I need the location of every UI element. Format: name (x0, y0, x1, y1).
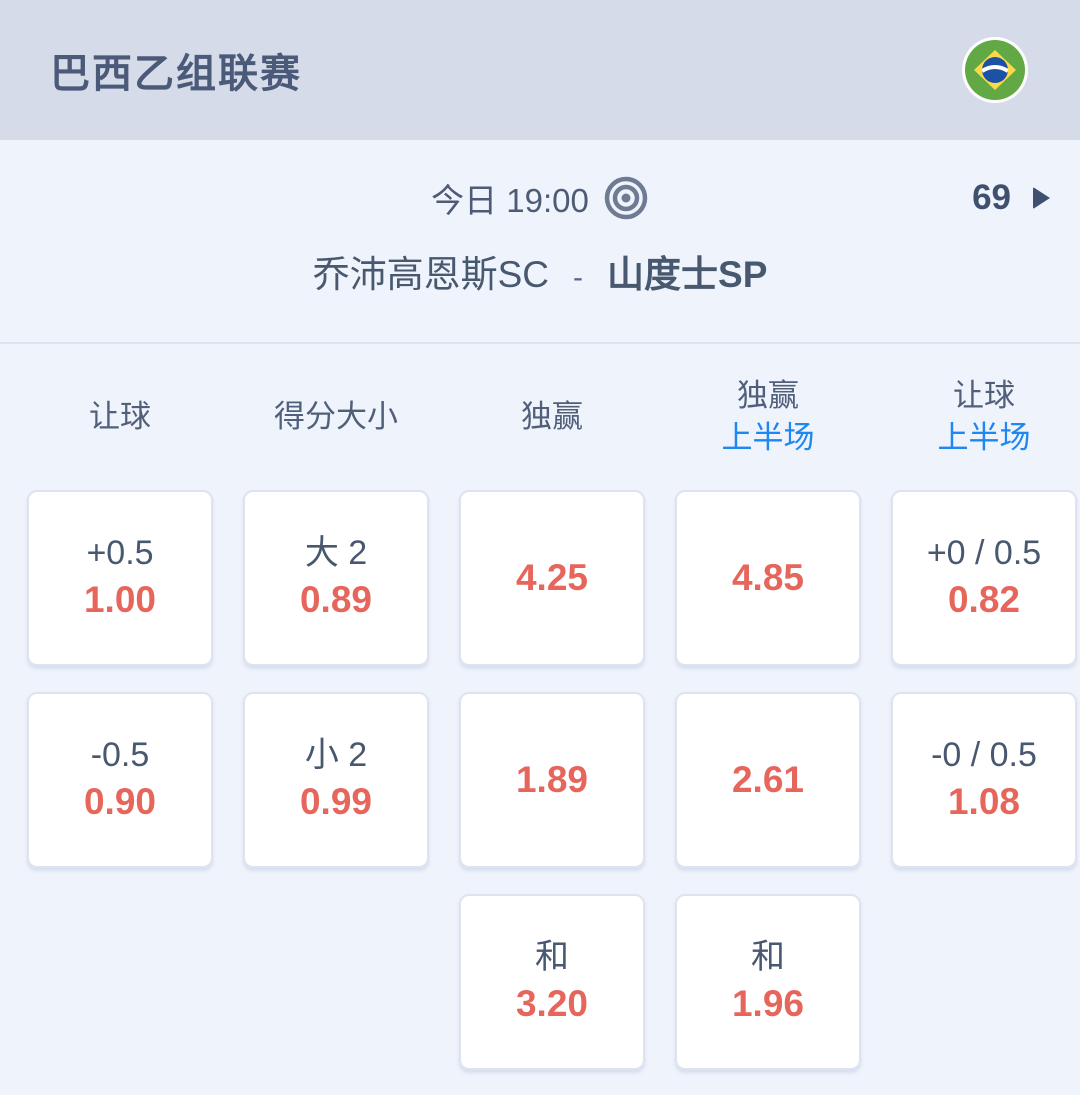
odds-value: 0.90 (83, 781, 156, 823)
odds-cell-win-away[interactable]: 1.89 (459, 692, 645, 868)
market-count: 69 (972, 178, 1011, 217)
home-team-name: 乔沛高恩斯SC (312, 254, 550, 295)
odds-label: 大 2 (304, 534, 368, 573)
odds-value: 1.08 (947, 781, 1020, 823)
column-sublabel: 上半场 (721, 420, 815, 455)
odds-label: 和 (535, 938, 569, 977)
column-header-handicap: 让球 (27, 396, 213, 438)
bullseye-icon (603, 175, 649, 221)
odds-label: 和 (751, 938, 785, 977)
odds-cell-over[interactable]: 大 2 0.89 (243, 490, 429, 666)
column-label: 独赢 (737, 378, 799, 414)
odds-board: +0.5 1.00 大 2 0.89 4.25 4.85 +0 / 0.5 0.… (0, 490, 1080, 1070)
column-label: 独赢 (521, 399, 583, 435)
odds-value: 2.61 (731, 758, 804, 800)
odds-cell-win-draw[interactable]: 和 3.20 (459, 894, 645, 1070)
match-time: 今日 19:00 (431, 182, 589, 219)
league-title: 巴西乙组联赛 (50, 52, 302, 96)
team-separator: - (573, 261, 584, 294)
column-label: 让球 (89, 399, 151, 435)
odds-cell-handicap-home[interactable]: +0.5 1.00 (27, 490, 213, 666)
odds-value: 4.25 (515, 556, 588, 598)
column-label: 得分大小 (274, 399, 398, 435)
odds-value: 1.89 (515, 758, 588, 800)
away-team-name: 山度士SP (607, 254, 768, 295)
odds-value: 1.96 (731, 983, 804, 1025)
odds-label: 小 2 (304, 736, 368, 775)
market-column-headers: 让球 得分大小 独赢 独赢 上半场 让球 上半场 (0, 344, 1080, 490)
column-header-over-under: 得分大小 (243, 396, 429, 438)
odds-cell-under[interactable]: 小 2 0.99 (243, 692, 429, 868)
odds-value: 4.85 (731, 556, 804, 598)
odds-value: 0.99 (299, 781, 372, 823)
odds-cell-handicap-away[interactable]: -0.5 0.90 (27, 692, 213, 868)
match-teams: 乔沛高恩斯SC - 山度士SP (0, 228, 1080, 344)
market-count-button[interactable]: 69 (972, 178, 1050, 218)
odds-label: +0 / 0.5 (926, 534, 1042, 573)
brazil-flag-icon (962, 37, 1028, 103)
league-header: 巴西乙组联赛 (0, 0, 1080, 140)
odds-label: +0.5 (86, 534, 154, 573)
match-time-row: 今日 19:00 69 (0, 140, 1080, 228)
odds-label: -0 / 0.5 (931, 736, 1037, 775)
odds-label: -0.5 (90, 736, 150, 775)
column-sublabel: 上半场 (937, 420, 1031, 455)
odds-cell-win-fh-away[interactable]: 2.61 (675, 692, 861, 868)
odds-cell-handicap-fh-away[interactable]: -0 / 0.5 1.08 (891, 692, 1077, 868)
odds-cell-win-fh-home[interactable]: 4.85 (675, 490, 861, 666)
column-header-win: 独赢 (459, 396, 645, 438)
odds-cell-win-fh-draw[interactable]: 和 1.96 (675, 894, 861, 1070)
odds-value: 3.20 (515, 983, 588, 1025)
column-header-handicap-first-half: 让球 上半场 (891, 375, 1077, 459)
odds-value: 1.00 (83, 579, 156, 621)
odds-cell-handicap-fh-home[interactable]: +0 / 0.5 0.82 (891, 490, 1077, 666)
arrow-right-icon (1033, 187, 1050, 209)
odds-value: 0.82 (947, 579, 1020, 621)
odds-value: 0.89 (299, 579, 372, 621)
odds-cell-win-home[interactable]: 4.25 (459, 490, 645, 666)
column-header-win-first-half: 独赢 上半场 (675, 375, 861, 459)
column-label: 让球 (953, 378, 1015, 414)
